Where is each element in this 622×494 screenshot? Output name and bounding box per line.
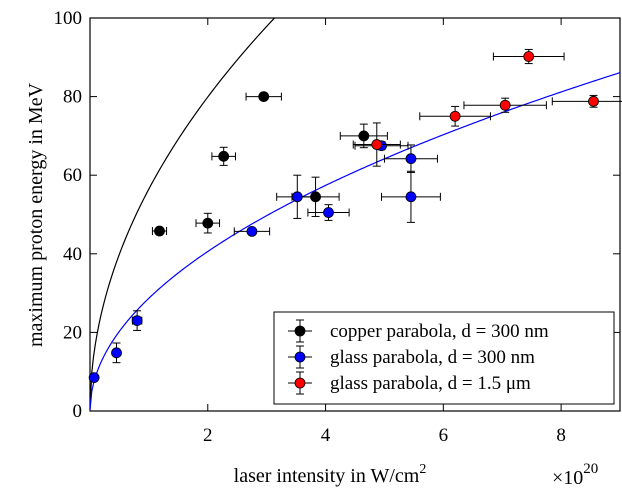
data-point xyxy=(154,225,165,237)
plot-frame xyxy=(89,17,621,412)
x-axis-label: laser intensity in W/cm2 xyxy=(234,462,427,487)
data-point xyxy=(258,91,270,102)
legend-marker xyxy=(294,377,306,389)
data-point xyxy=(405,153,417,165)
y-axis-label: maximum proton energy in MeV xyxy=(25,82,47,347)
y-tick-label: 60 xyxy=(63,165,82,186)
x-axis-multiplier-base: ×10 xyxy=(552,467,583,489)
data-point xyxy=(88,372,100,383)
plot-area-frame xyxy=(89,17,621,412)
legend-marker xyxy=(294,351,306,363)
series-group xyxy=(352,48,622,167)
series-group xyxy=(151,91,388,237)
legend: copper parabola, d = 300 nm glass parabol… xyxy=(273,311,615,405)
data-point xyxy=(291,191,303,203)
y-tick-label: 80 xyxy=(63,87,82,108)
y-tick-label: 0 xyxy=(73,401,83,422)
data-point xyxy=(449,110,461,122)
fit-curves xyxy=(90,18,620,410)
data-point xyxy=(246,225,258,237)
data-point xyxy=(202,217,214,229)
x-tick-label: 6 xyxy=(439,425,449,446)
data-point xyxy=(523,51,535,62)
fit-curve xyxy=(90,18,276,409)
data-points xyxy=(88,48,622,383)
fit-curve xyxy=(90,72,620,410)
x-axis-multiplier: ×1020 xyxy=(552,461,598,489)
data-point xyxy=(358,130,370,142)
y-tick-label: 100 xyxy=(54,8,83,29)
legend-label: glass parabola, d = 300 nm xyxy=(330,347,535,368)
x-axis-label-main: laser intensity in W/cm xyxy=(234,465,420,487)
data-point xyxy=(131,315,143,327)
data-point xyxy=(111,347,122,359)
x-tick-label: 4 xyxy=(321,425,331,446)
legend-label: copper parabola, d = 300 nm xyxy=(330,321,549,342)
data-point xyxy=(499,99,511,111)
data-point xyxy=(588,95,599,107)
data-point xyxy=(323,207,334,218)
legend-box xyxy=(273,311,615,405)
y-tick-label: 40 xyxy=(63,244,82,265)
x-axis-label-sup: 2 xyxy=(419,462,426,477)
legend-marker xyxy=(294,325,306,337)
data-point xyxy=(405,191,417,203)
x-axis-multiplier-exp: 20 xyxy=(583,461,598,477)
y-tick-label: 20 xyxy=(63,322,82,343)
data-point xyxy=(371,139,383,150)
x-tick-label: 2 xyxy=(203,425,213,446)
legend-label: glass parabola, d = 1.5 μm xyxy=(330,373,531,394)
data-point xyxy=(218,150,230,162)
x-tick-label: 8 xyxy=(556,425,566,446)
